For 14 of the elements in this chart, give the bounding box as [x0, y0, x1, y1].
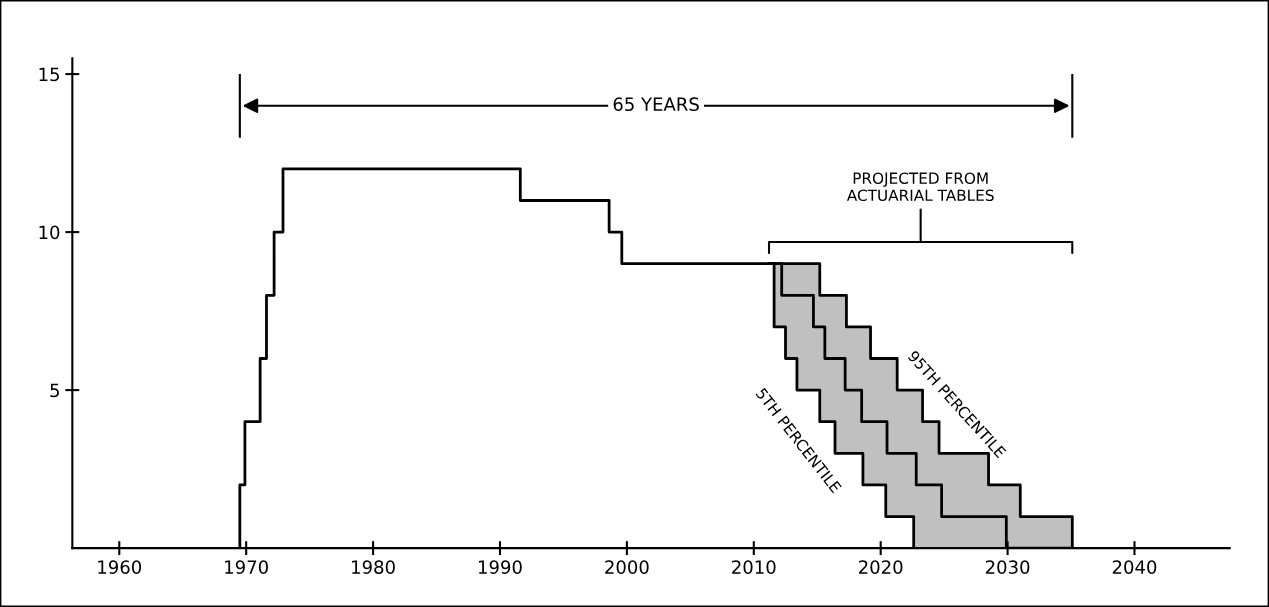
x-tick-label: 1960	[98, 560, 142, 574]
x-tick-label: 1990	[478, 560, 522, 574]
x-tick-label: 1970	[225, 560, 268, 574]
y-tick-label: 15	[39, 67, 59, 82]
x-tick-label: 2040	[1112, 560, 1157, 574]
y-tick-label: 10	[39, 225, 60, 240]
x-tick-label: 2030	[985, 560, 1030, 574]
annotation: 65 YEARS	[613, 97, 699, 112]
x-tick-label: 2020	[859, 560, 903, 574]
x-tick-label: 2000	[605, 560, 649, 574]
x-tick-label: 2010	[732, 560, 776, 574]
y-tick-label: 5	[50, 383, 59, 398]
annotation: PROJECTED FROM ACTUARIAL TABLES	[846, 172, 994, 202]
x-tick-label: 1980	[352, 560, 395, 574]
